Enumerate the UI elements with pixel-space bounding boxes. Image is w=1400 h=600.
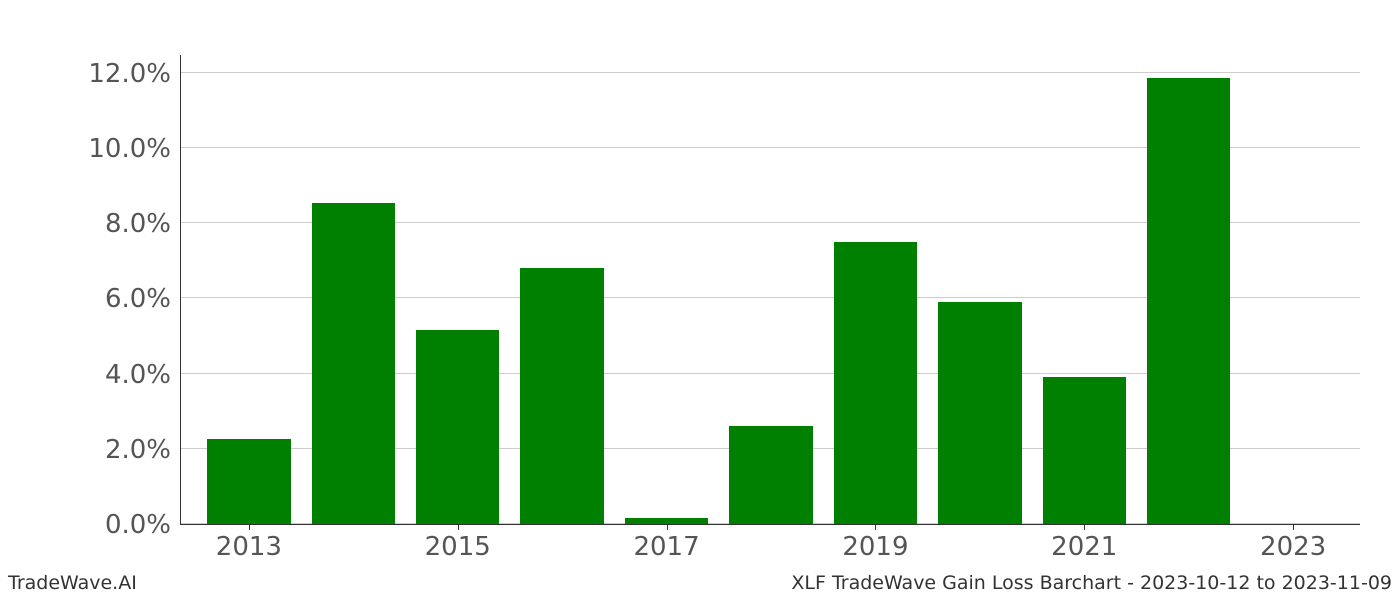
footer-right-text: XLF TradeWave Gain Loss Barchart - 2023-… xyxy=(791,572,1392,594)
y-tick-label: 2.0% xyxy=(105,435,181,465)
y-tick-label: 12.0% xyxy=(88,59,181,89)
x-tick-label: 2017 xyxy=(633,524,699,562)
footer-left-text: TradeWave.AI xyxy=(8,572,137,594)
x-tick-label: 2021 xyxy=(1051,524,1117,562)
x-tick-label: 2015 xyxy=(425,524,491,562)
bar xyxy=(625,518,709,524)
bar xyxy=(1147,78,1231,524)
bar xyxy=(416,330,500,524)
x-tick-label: 2023 xyxy=(1260,524,1326,562)
bar xyxy=(1043,377,1127,524)
bar xyxy=(834,242,918,524)
y-tick-label: 8.0% xyxy=(105,209,181,239)
bar xyxy=(312,203,396,524)
y-tick-label: 6.0% xyxy=(105,284,181,314)
x-tick-label: 2013 xyxy=(216,524,282,562)
bar xyxy=(520,268,604,524)
y-tick-label: 10.0% xyxy=(88,134,181,164)
bar xyxy=(207,439,291,524)
y-gridline xyxy=(181,72,1360,73)
plot-area: 0.0%2.0%4.0%6.0%8.0%10.0%12.0%2013201520… xyxy=(180,55,1360,525)
y-tick-label: 4.0% xyxy=(105,360,181,390)
bar xyxy=(729,426,813,524)
bar xyxy=(938,302,1022,524)
y-tick-label: 0.0% xyxy=(105,510,181,540)
chart-container: 0.0% 2.0% 4.0% 6.0% 8.0% 10.0% 12.0% 2013 2015 20… xyxy=(0,0,1400,600)
x-tick-label: 2019 xyxy=(842,524,908,562)
